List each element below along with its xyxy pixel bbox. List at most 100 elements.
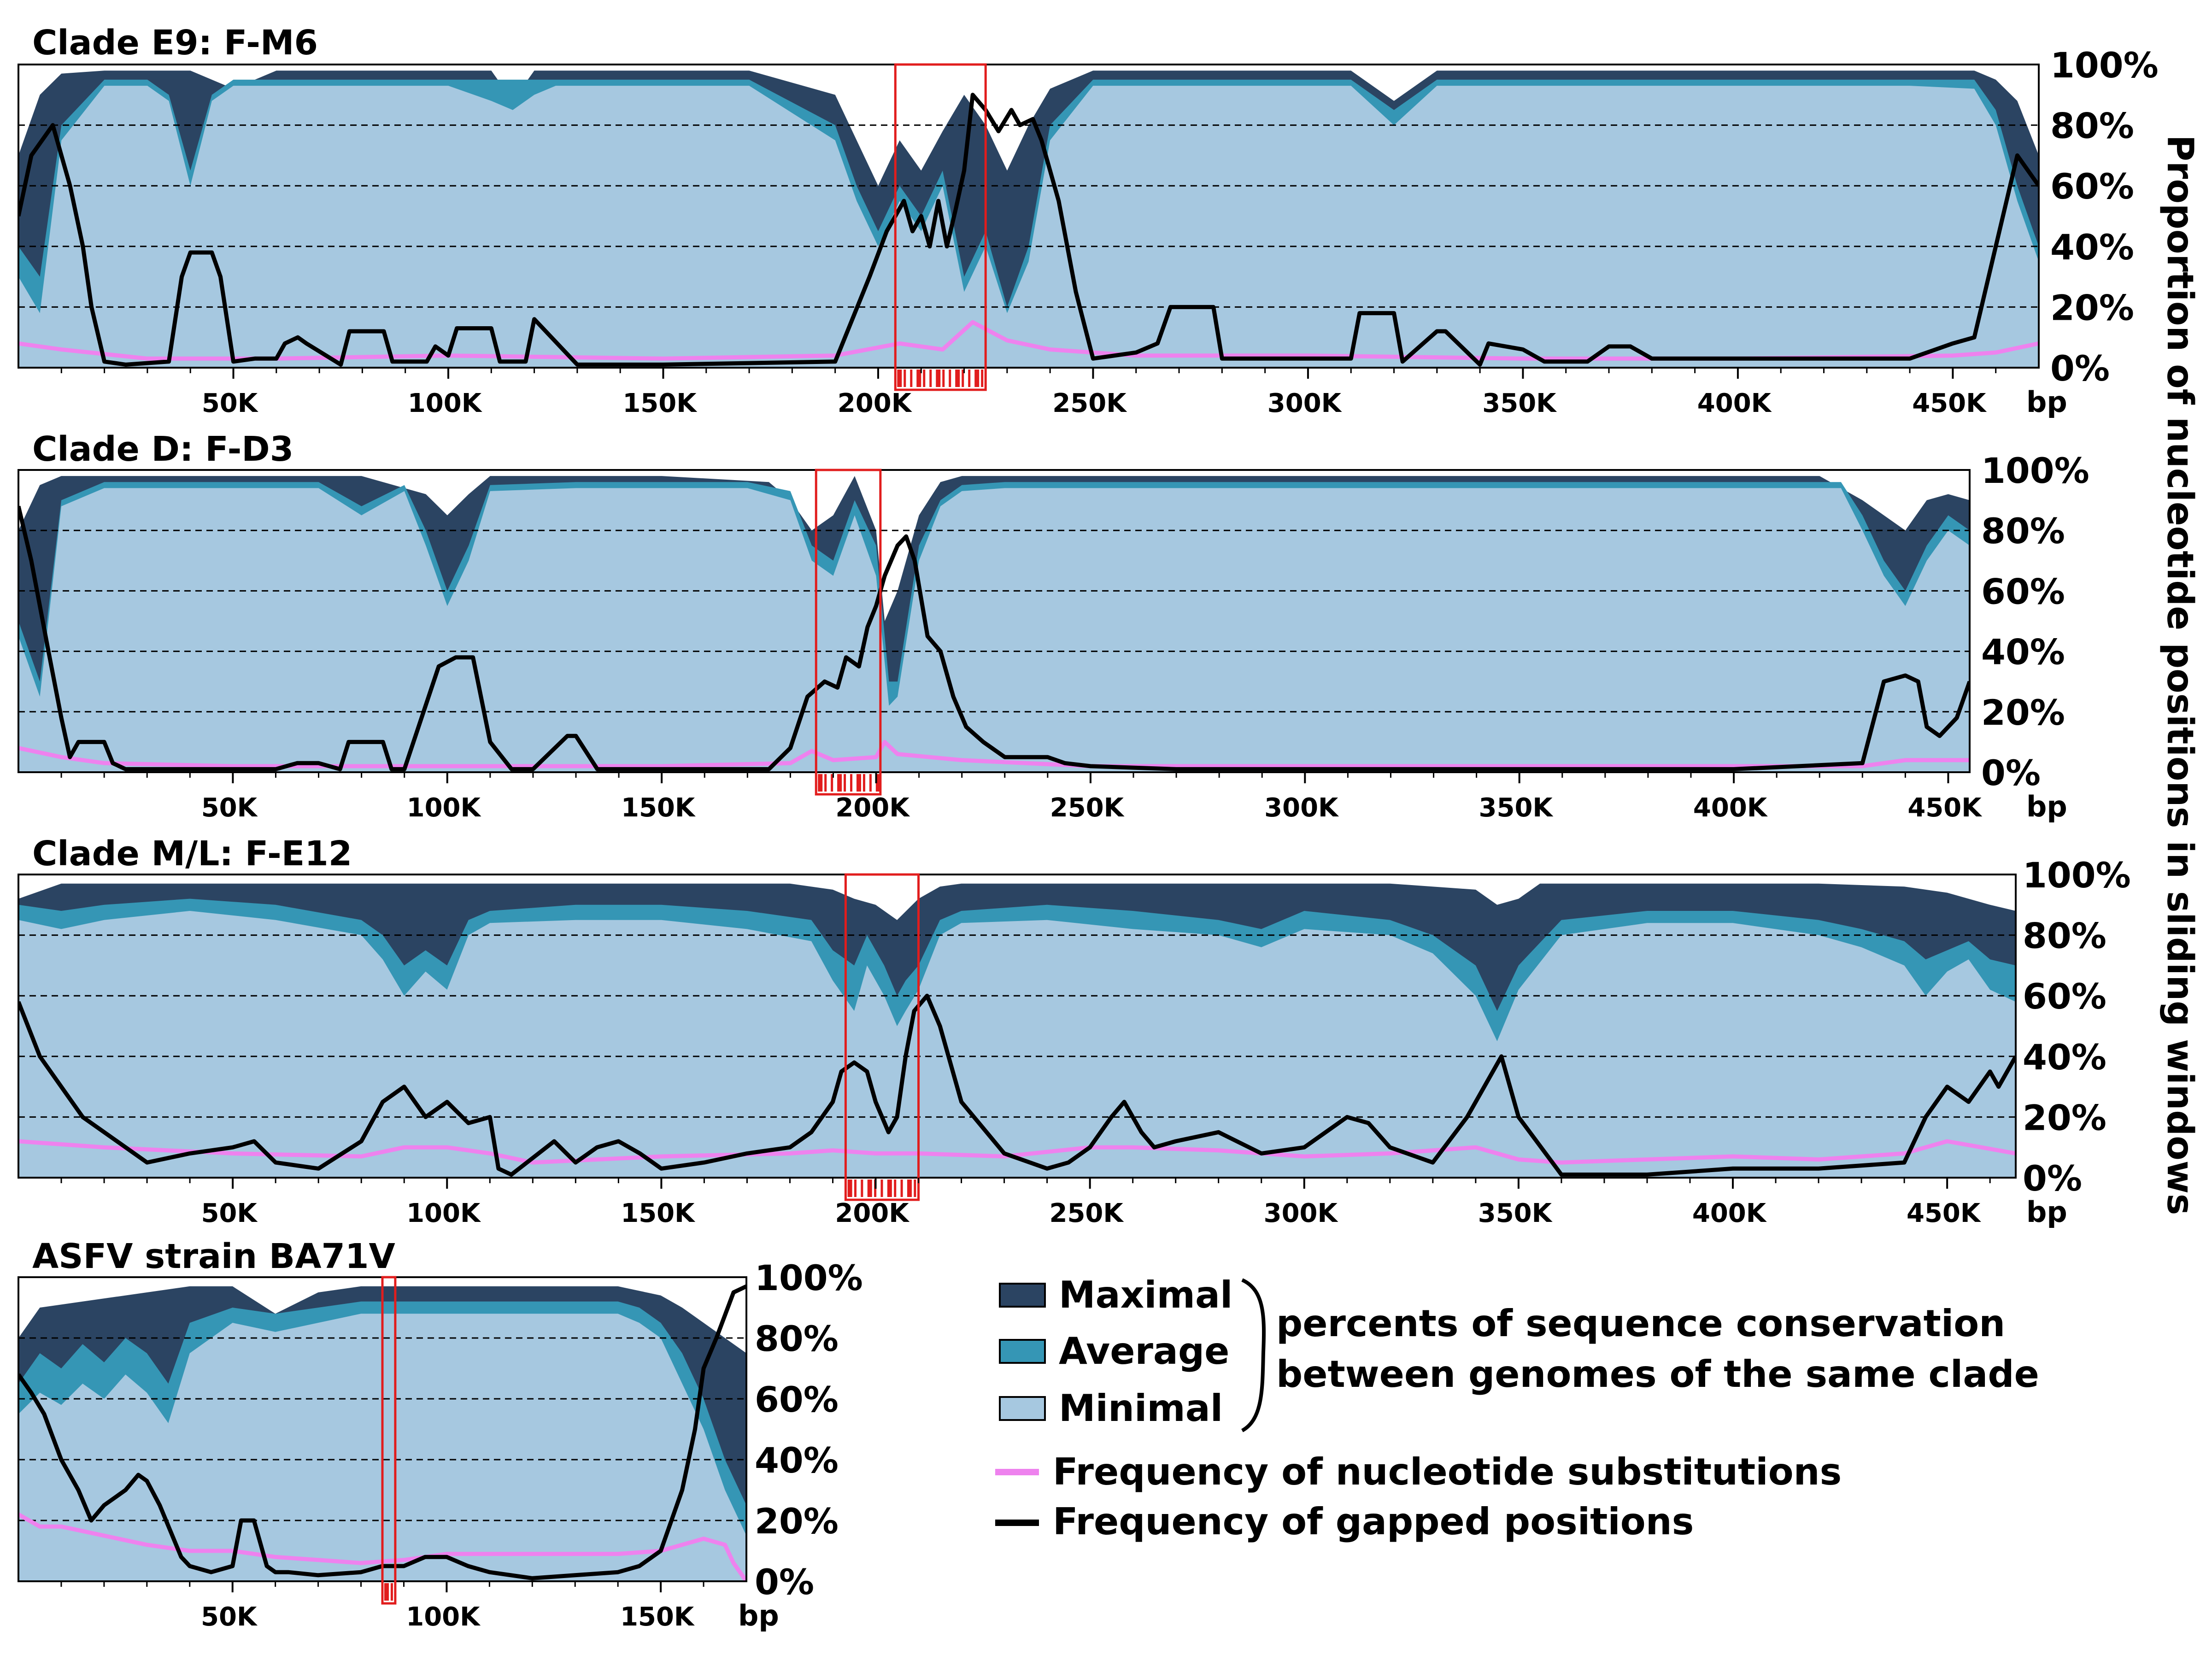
legend-label-maximal: Maximal (1059, 1274, 1232, 1316)
x-tick-label: 300K (1264, 1198, 1339, 1228)
x-tick-label: 100K (407, 793, 482, 823)
y-tick-label: 0% (2050, 348, 2110, 389)
highlight-marker (863, 774, 865, 792)
highlight-marker (824, 774, 827, 792)
y-tick-label: 0% (2023, 1158, 2082, 1199)
legend-swatch-maximal (999, 1283, 1046, 1308)
highlight-region (381, 1276, 397, 1605)
line-substitutions (18, 1139, 2016, 1165)
plot-area (18, 476, 1970, 772)
plot-area (18, 70, 2039, 368)
highlight-marker (847, 1180, 852, 1197)
y-tick-label: 100% (755, 1257, 863, 1298)
legend-brace (1241, 1278, 1266, 1432)
highlight-marker (914, 1180, 916, 1197)
highlight-marker (974, 370, 980, 387)
x-tick-label: 250K (1050, 793, 1125, 823)
y-tick-label: 40% (755, 1440, 839, 1481)
highlight-marker (929, 370, 932, 387)
x-unit-label: bp (2026, 790, 2067, 823)
area-minimal (18, 86, 2039, 368)
chart-panels: Clade E9: F-M6 100% 80% 60% 40% 20% 0% 50K 100K 1… (18, 23, 2159, 1632)
y-tick-label: 60% (755, 1379, 839, 1420)
legend-swatch-minimal (999, 1396, 1046, 1421)
line-gaps (18, 1284, 746, 1580)
highlight-region (815, 469, 882, 796)
area-minimal (18, 911, 2016, 1178)
x-tick-label: 50K (201, 1198, 258, 1228)
highlight-marker (907, 1180, 912, 1197)
legend-conservation-line2: between genomes of the same clade (1276, 1353, 2039, 1396)
x-tick-label: 400K (1692, 1198, 1767, 1228)
x-tick-label: 350K (1479, 793, 1554, 823)
y-tick-label: 60% (2050, 166, 2134, 207)
x-unit-label: bp (738, 1599, 779, 1632)
highlight-marker (880, 1180, 883, 1197)
x-tick-label: 200K (835, 1198, 910, 1228)
y-tick-label: 100% (2023, 855, 2131, 896)
y-axis-title: Proportion of nucleotide positions in sl… (2159, 135, 2200, 1215)
x-tick-label: 100K (408, 388, 483, 418)
line-gaps (18, 993, 2016, 1177)
y-tick-label: 0% (755, 1561, 814, 1602)
x-tick-label: 150K (620, 1602, 695, 1632)
legend-label-minimal: Minimal (1059, 1387, 1223, 1430)
y-tick-label: 80% (1981, 511, 2065, 552)
x-tick-label: 450K (1907, 793, 1983, 823)
highlight-marker (837, 774, 842, 792)
highlight-region (844, 873, 920, 1201)
highlight-marker (390, 1583, 393, 1601)
highlight-marker (916, 370, 921, 387)
panel-title: Clade E9: F-M6 (32, 23, 318, 63)
panel-title: Clade D: F-D3 (32, 429, 293, 469)
x-tick-label: 150K (622, 388, 698, 418)
legend-label-gaps: Frequency of gapped positions (1053, 1500, 1694, 1543)
y-tick-label: 80% (2050, 106, 2134, 147)
chart-panel: Clade D: F-D3 100% 80% 60% 40% 20% 0% 50K 100K 15… (18, 429, 2089, 823)
legend: Maximal Average Minimal percents of sequ… (995, 1274, 2039, 1543)
y-tick-label: 20% (755, 1501, 839, 1542)
legend-label-substitutions: Frequency of nucleotide substitutions (1053, 1450, 1842, 1493)
panel-title: ASFV strain BA71V (32, 1237, 395, 1276)
x-tick-label: 300K (1264, 793, 1339, 823)
highlight-marker (942, 370, 945, 387)
x-unit-label: bp (2026, 385, 2067, 419)
highlight-marker (844, 774, 846, 792)
highlight-marker (818, 774, 823, 792)
y-tick-label: 40% (2023, 1037, 2106, 1078)
x-tick-label: 200K (838, 388, 913, 418)
x-tick-label: 250K (1052, 388, 1127, 418)
highlight-marker (854, 1180, 857, 1197)
x-tick-label: 250K (1049, 1198, 1124, 1228)
highlight-marker (949, 370, 951, 387)
area-minimal (18, 488, 1970, 772)
y-tick-label: 20% (2050, 287, 2134, 328)
x-tick-label: 350K (1482, 388, 1557, 418)
plot-frame (18, 469, 1971, 773)
highlight-marker (384, 1583, 389, 1601)
highlight-marker (867, 1180, 872, 1197)
highlight-marker (955, 370, 960, 387)
highlight-marker (856, 774, 861, 792)
x-tick-label: 400K (1693, 793, 1768, 823)
highlight-marker (904, 370, 906, 387)
highlight-marker (831, 774, 833, 792)
highlight-marker (869, 774, 872, 792)
x-tick-label: 50K (201, 793, 258, 823)
chart-panel: Clade M/L: F-E12 100% 80% 60% 40% 20% 0% 50K 100… (18, 834, 2131, 1229)
highlight-marker (923, 370, 926, 387)
highlight-marker (850, 774, 853, 792)
legend-swatch-average (999, 1339, 1046, 1364)
highlight-marker (936, 370, 941, 387)
x-tick-label: 150K (621, 793, 696, 823)
highlight-marker (981, 370, 984, 387)
y-tick-label: 80% (755, 1318, 839, 1359)
x-tick-label: 400K (1697, 388, 1772, 418)
legend-conservation-line1: percents of sequence conservation (1276, 1302, 2005, 1345)
highlight-marker (897, 370, 902, 387)
chart-panel: Clade E9: F-M6 100% 80% 60% 40% 20% 0% 50K 100K 1… (18, 23, 2159, 419)
y-tick-label: 40% (2050, 227, 2134, 268)
y-tick-label: 100% (1981, 450, 2089, 491)
x-tick-label: 100K (406, 1198, 481, 1228)
